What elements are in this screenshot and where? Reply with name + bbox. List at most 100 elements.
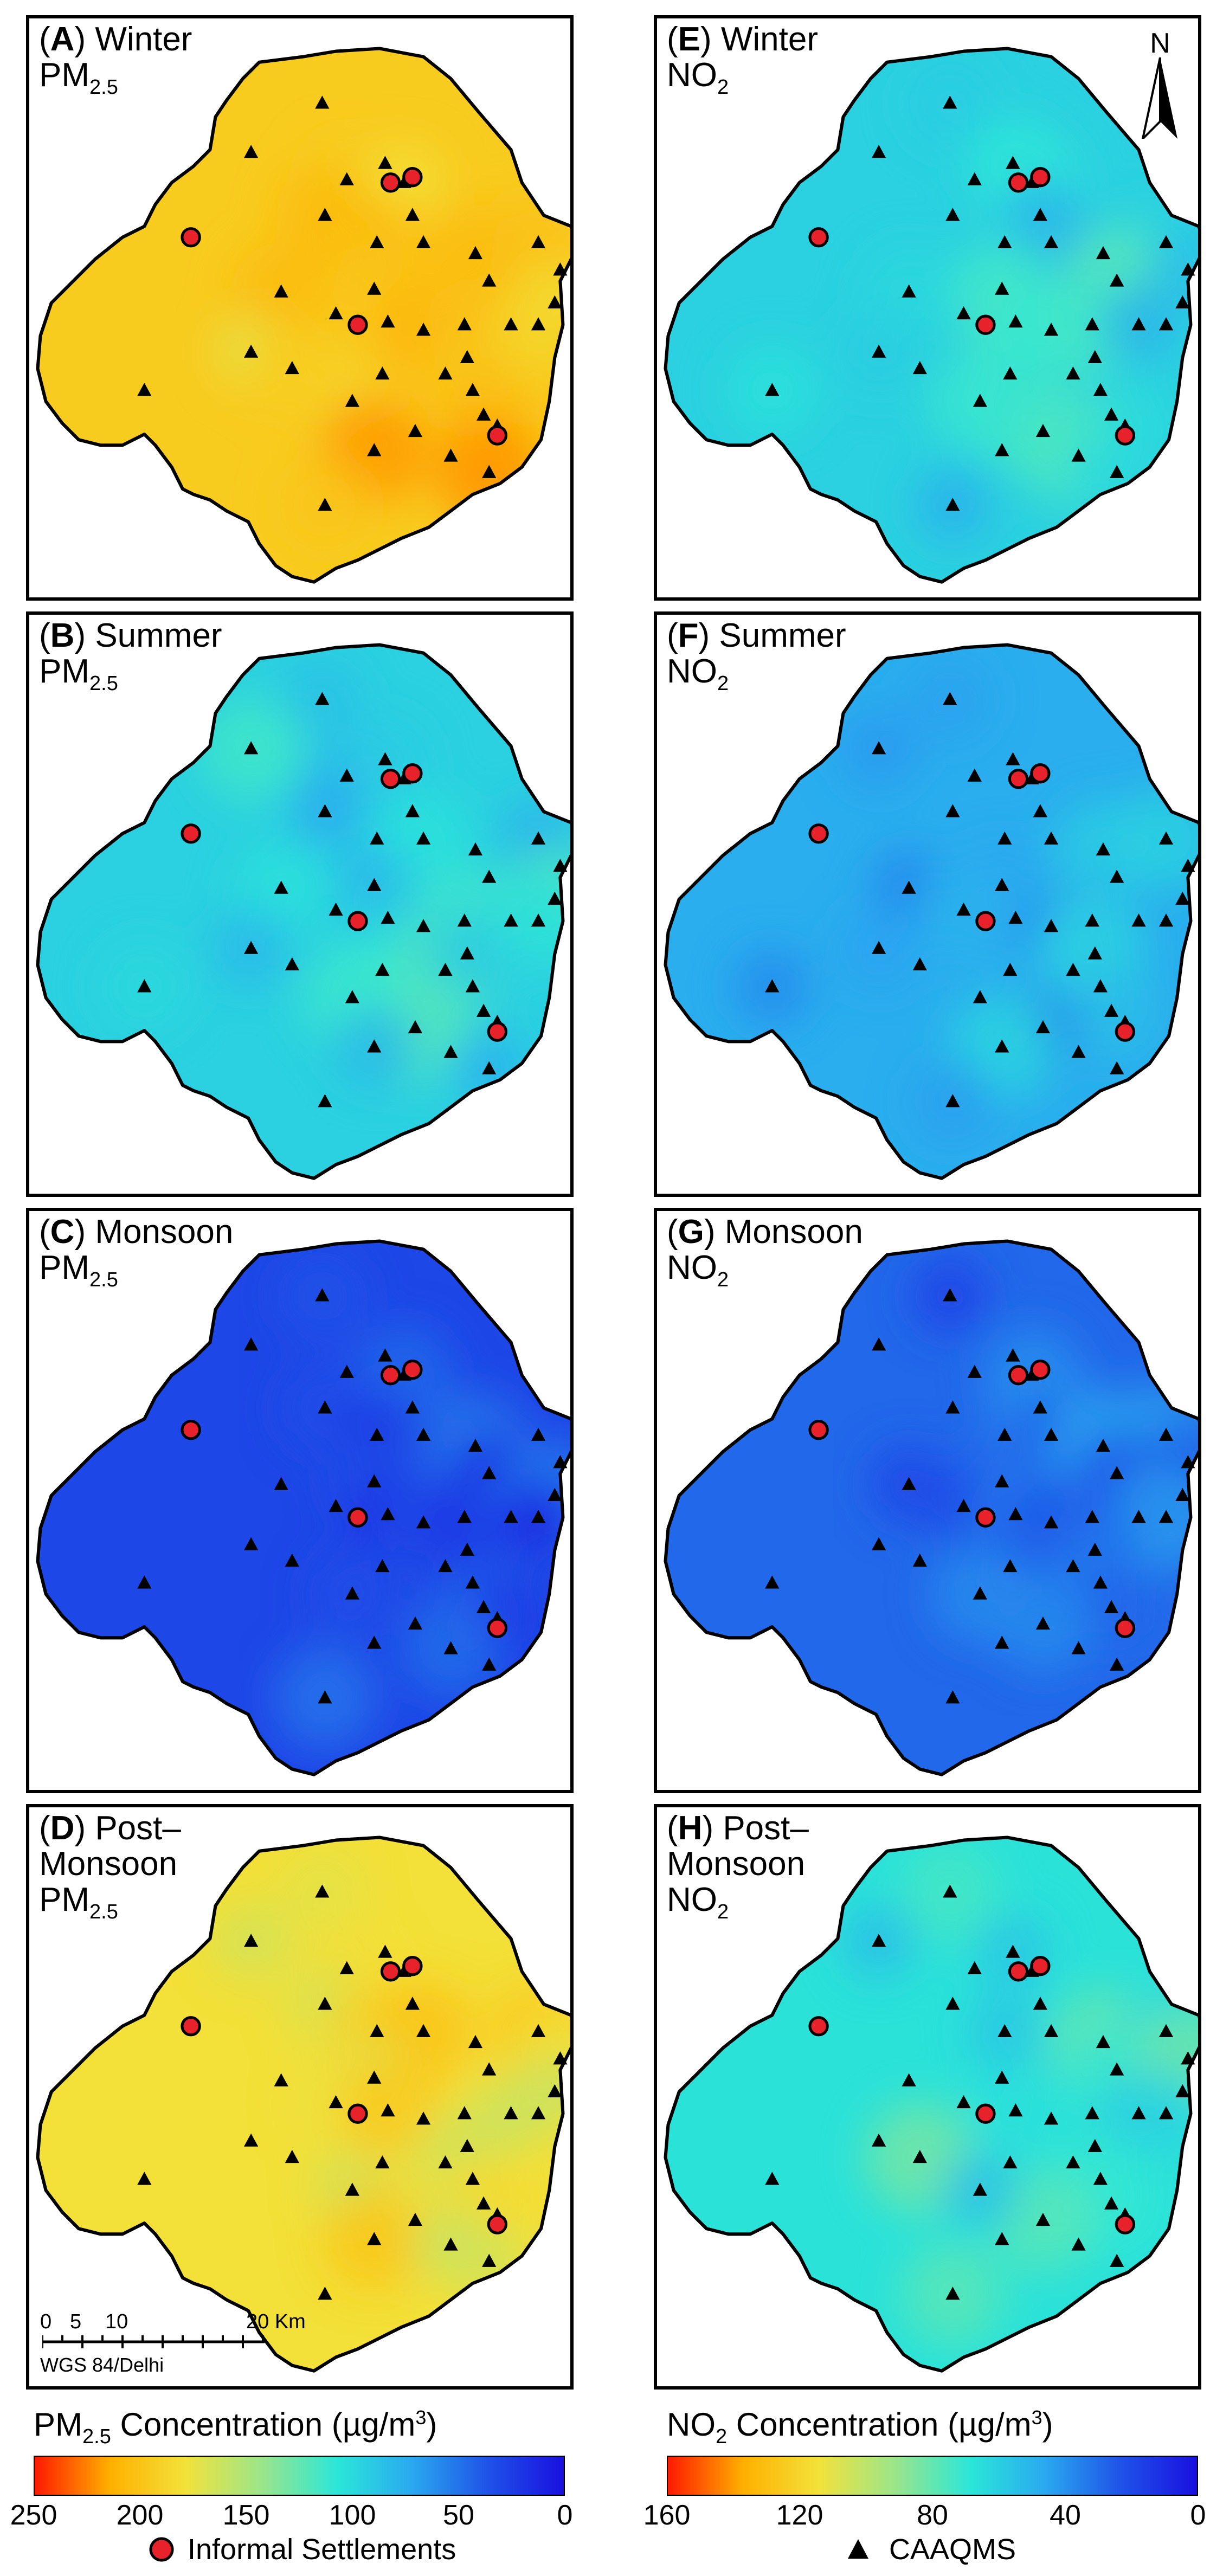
panel-title: (G) Monsoon [667, 1213, 863, 1251]
caaqms-station [912, 360, 927, 375]
caaqms-station [1008, 314, 1023, 328]
caaqms-station [1087, 946, 1102, 959]
caaqms-station [1033, 1400, 1047, 1414]
caaqms-station [457, 913, 472, 927]
colorbar-tick-label: 100 [329, 2500, 376, 2531]
caaqms-station [339, 1961, 354, 1974]
caaqms-station [945, 208, 960, 221]
caaqms-station [871, 941, 886, 954]
caaqms-station [285, 957, 299, 971]
caaqms-station [945, 1400, 960, 1414]
caaqms-station [315, 692, 330, 705]
informal-settlement [487, 2214, 507, 2234]
caaqms-station [482, 273, 497, 287]
informal-settlement [380, 1961, 401, 1982]
caaqms-station [531, 2024, 546, 2037]
caaqms-station [1085, 913, 1099, 927]
concentration-map [36, 47, 570, 584]
informal-settlement [347, 2103, 368, 2124]
caaqms-station [765, 2172, 780, 2185]
caaqms-station [943, 95, 957, 109]
panel-title: (F) Summer [667, 617, 846, 654]
caaqms-station [1066, 1559, 1080, 1573]
caaqms-station [405, 1400, 420, 1414]
caaqms-station [945, 1997, 960, 2010]
informal-settlement [808, 823, 829, 844]
caaqms-station [1175, 2084, 1190, 2097]
caaqms-station [1006, 1944, 1020, 1958]
caaqms-station [318, 1094, 332, 1107]
panel-title: (D) Post– [39, 1809, 181, 1847]
caaqms-station [476, 1003, 491, 1017]
informal-settlement [975, 1507, 996, 1528]
caaqms-station [1085, 317, 1099, 331]
caaqms-station [995, 878, 1009, 891]
concentration-map [664, 1836, 1198, 2373]
caaqms-station [137, 979, 152, 993]
caaqms-station [476, 407, 491, 421]
caaqms-station [1003, 366, 1018, 380]
caaqms-station [285, 2149, 299, 2163]
caaqms-station [1033, 1997, 1047, 2010]
caaqms-station [1006, 1348, 1020, 1362]
caaqms-station [871, 145, 886, 158]
caaqms-station [912, 1553, 927, 1567]
caaqms-station [329, 2095, 343, 2109]
caaqms-station [1110, 2062, 1124, 2076]
informal-settlement [808, 1420, 829, 1440]
informal-settlement [347, 314, 368, 335]
caaqms-station [1008, 2103, 1023, 2117]
caaqms-station [378, 156, 392, 169]
caaqms-station [871, 1934, 886, 1947]
informal-settlement [1030, 763, 1051, 784]
caaqms-station [243, 1934, 259, 1947]
caaqms-station [1003, 2155, 1018, 2169]
scale-label: 20 Km [246, 2310, 306, 2333]
caaqms-station [945, 498, 960, 511]
informal-settlement [1008, 1365, 1029, 1386]
caaqms-station [553, 1455, 568, 1469]
panel-pollutant: PM2.5 [39, 1249, 118, 1292]
caaqms-station [1071, 2237, 1086, 2251]
map-panel-e: (E) Winter NO2 N [654, 15, 1201, 601]
colorbar-tick-label: 160 [643, 2500, 691, 2531]
caaqms-station [370, 831, 384, 845]
caaqms-station [553, 2051, 568, 2065]
caaqms-station [1110, 2253, 1124, 2267]
caaqms-station [460, 946, 474, 959]
map-panel-h: (H) Post– Monsoon NO2 [654, 1804, 1201, 2390]
caaqms-station [408, 1616, 423, 1630]
caaqms-station [1093, 979, 1108, 993]
informal-settlement [1115, 425, 1135, 446]
caaqms-station [1158, 1427, 1174, 1441]
station-key-label: CAAQMS [889, 2533, 1016, 2566]
informal-settlement [1008, 172, 1029, 193]
caaqms-station [468, 842, 483, 856]
caaqms-station [1044, 2111, 1059, 2125]
panel-pollutant: NO2 [667, 1249, 729, 1292]
caaqms-station [137, 383, 152, 396]
caaqms-station [243, 941, 259, 954]
caaqms-station [1044, 1515, 1059, 1529]
caaqms-station [460, 1542, 474, 1556]
caaqms-station [367, 1474, 382, 1487]
caaqms-station [137, 2172, 152, 2185]
map-panel-a: (A) Winter PM2.5 [26, 15, 574, 601]
caaqms-station [1071, 1641, 1086, 1654]
caaqms-station [967, 1961, 982, 1974]
caaqms-station [1035, 1616, 1051, 1630]
colorbar-tick-label: 250 [10, 2500, 57, 2531]
caaqms-station [416, 235, 431, 248]
caaqms-station [765, 1575, 780, 1589]
caaqms-station [902, 284, 916, 298]
map-panel-b: (B) Summer PM2.5 [26, 611, 574, 1197]
caaqms-station [318, 2287, 332, 2300]
caaqms-station [345, 394, 359, 407]
caaqms-station [1093, 383, 1108, 396]
concentration-map [664, 643, 1198, 1180]
informal-settlement [402, 1956, 423, 1976]
informal-settlement [181, 2016, 201, 2037]
caaqms-station [443, 1641, 458, 1654]
delhi-boundary [36, 1836, 570, 2373]
caaqms-station [408, 423, 423, 437]
